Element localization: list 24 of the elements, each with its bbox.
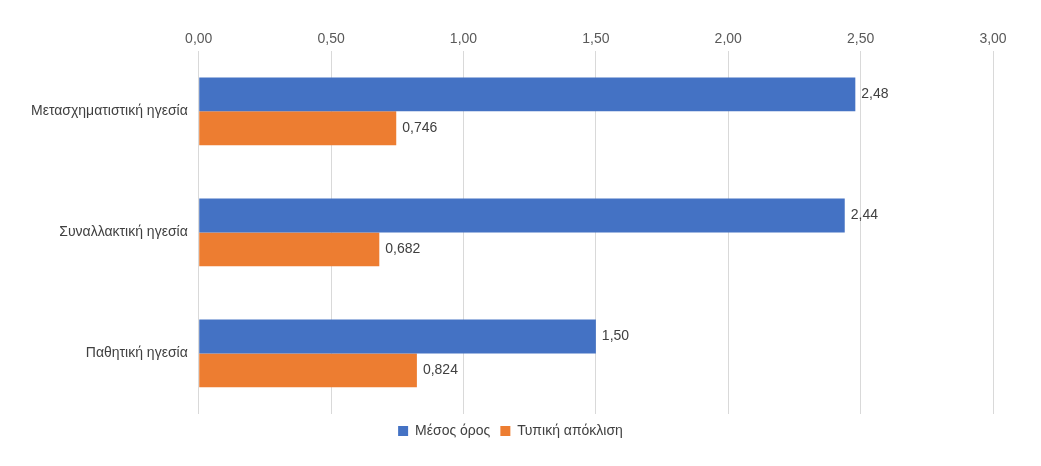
y-tick-label: Παθητική ηγεσία: [85, 344, 188, 361]
data-label: 0,746: [402, 119, 438, 136]
data-label: 0,682: [385, 240, 421, 257]
data-label: 2,44: [850, 206, 879, 223]
x-tick-label: 2,00: [714, 30, 743, 47]
data-label: 0,824: [422, 361, 459, 378]
x-tick-label: 1,00: [449, 30, 478, 47]
x-tick-label: 1,50: [582, 30, 610, 47]
legend-label: Τυπική απόκλιση: [517, 421, 623, 438]
x-tick-label: 0,00: [185, 30, 213, 47]
bar: [199, 198, 845, 233]
y-tick-label: Μετασχηματιστική ηγεσία: [31, 102, 188, 119]
data-label: 1,50: [601, 327, 630, 344]
bar: [199, 111, 397, 146]
bar: [199, 319, 596, 354]
bar: [199, 353, 417, 388]
data-label: 2,48: [861, 85, 889, 102]
x-tick-label: 0,50: [317, 30, 345, 47]
legend-label: Μέσος όρος: [415, 421, 491, 438]
x-tick-label: 2,50: [847, 30, 875, 47]
y-tick-label: Συναλλακτική ηγεσία: [59, 223, 188, 240]
bar: [199, 77, 856, 112]
bar: [199, 232, 380, 267]
x-tick-label: 3,00: [979, 30, 1007, 47]
